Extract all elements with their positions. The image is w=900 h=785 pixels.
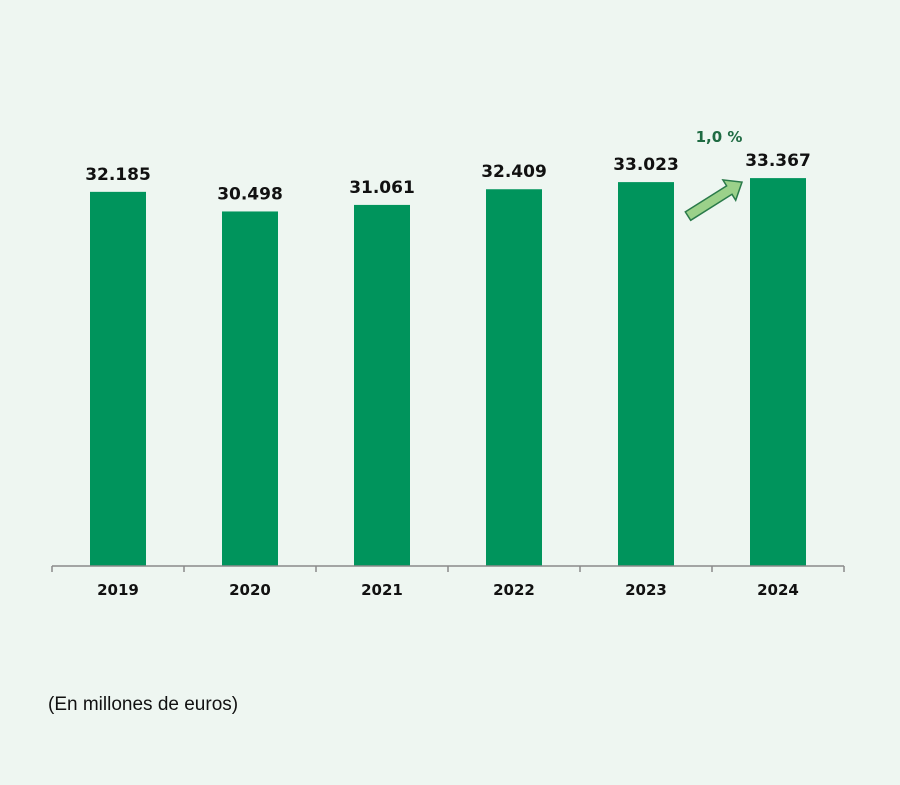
tick-label-2022: 2022	[493, 581, 535, 599]
bar-2024	[750, 178, 806, 566]
bar-2023	[618, 182, 674, 567]
bar-2019	[90, 191, 146, 567]
growth-arrow-icon	[684, 178, 744, 222]
tick-label-2024: 2024	[757, 581, 799, 599]
value-label-2019: 32.185	[85, 165, 151, 185]
x-axis-tick-labels: 2019 2020 2021 2022 2023 2024	[97, 581, 799, 599]
growth-annotation: 1,0 %	[684, 128, 744, 222]
bar-2021	[354, 204, 410, 566]
value-label-2023: 33.023	[613, 155, 679, 175]
value-labels-group: 32.185 30.498 31.061 32.409 33.023 33.367	[85, 151, 811, 204]
growth-label: 1,0 %	[696, 128, 743, 146]
value-label-2022: 32.409	[481, 162, 547, 182]
tick-label-2019: 2019	[97, 581, 139, 599]
tick-label-2021: 2021	[361, 581, 403, 599]
bars-group	[90, 178, 806, 567]
value-label-2024: 33.367	[745, 151, 811, 171]
tick-label-2023: 2023	[625, 581, 667, 599]
bar-2020	[222, 211, 278, 566]
bar-2022	[486, 189, 542, 567]
tick-label-2020: 2020	[229, 581, 271, 599]
x-axis-ticks	[51, 566, 845, 572]
unit-note: (En millones de euros)	[48, 694, 239, 715]
value-label-2021: 31.061	[349, 178, 415, 198]
value-label-2020: 30.498	[217, 184, 283, 204]
